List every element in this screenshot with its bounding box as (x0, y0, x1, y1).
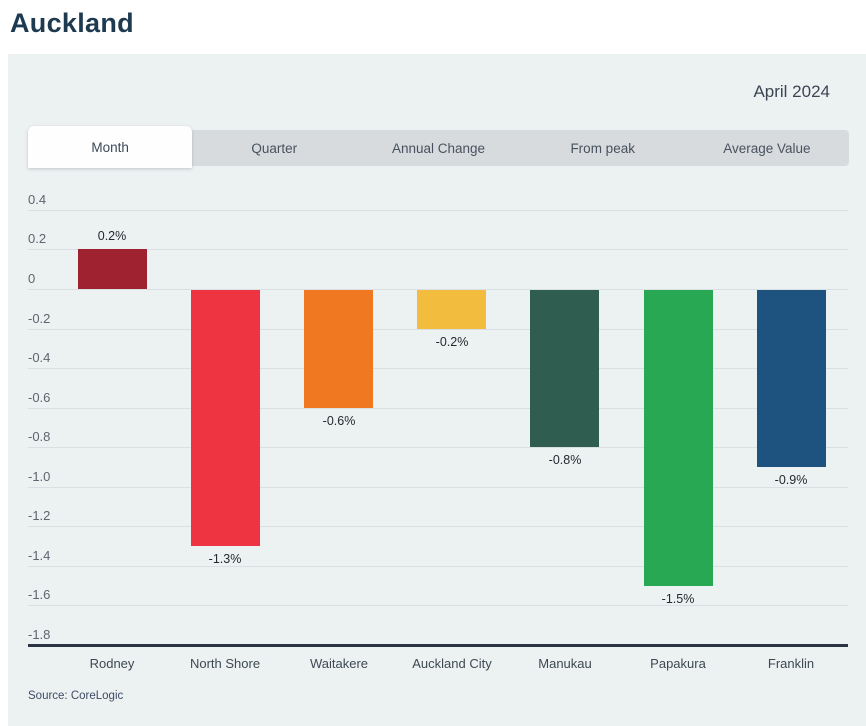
bar-value-label: -0.2% (435, 335, 469, 349)
tab-bar: Month Quarter Annual Change From peak Averag… (28, 126, 849, 168)
gridline (28, 249, 848, 250)
gridline (28, 526, 848, 527)
gridline (28, 487, 848, 488)
gridline (28, 368, 848, 369)
y-axis-tick-label: 0 (28, 271, 36, 286)
y-axis-tick-label: 0.2 (28, 231, 47, 246)
bar-value-label: 0.2% (97, 229, 127, 243)
bar-value-label: -1.5% (661, 592, 695, 606)
y-axis-tick-label: -0.4 (28, 350, 51, 365)
y-axis-tick-label: -1.4 (28, 548, 51, 563)
x-axis-category-label: Auckland City (412, 656, 492, 671)
gridline (28, 210, 848, 211)
x-axis-category-label: North Shore (189, 656, 261, 671)
gridline (28, 605, 848, 606)
y-axis-tick-label: -1.2 (28, 508, 51, 523)
gridline (28, 566, 848, 567)
bar-waitakere[interactable] (304, 290, 373, 408)
bar-value-label: -0.6% (322, 414, 356, 428)
y-axis-tick-label: -0.2 (28, 311, 51, 326)
bar-value-label: -0.8% (548, 453, 582, 467)
bar-north-shore[interactable] (191, 290, 260, 546)
tab-annual-change[interactable]: Annual Change (391, 140, 486, 156)
bar-auckland-city[interactable] (417, 290, 486, 329)
x-axis-category-label: Franklin (767, 656, 815, 671)
x-axis-category-label: Papakura (650, 656, 706, 671)
gridline (28, 408, 848, 409)
gridline (28, 289, 848, 290)
y-axis-tick-label: -0.8 (28, 429, 51, 444)
bar-value-label: -1.3% (208, 552, 242, 566)
y-axis-tick-label: -1.6 (28, 587, 51, 602)
x-axis-category-label: Manukau (538, 656, 592, 671)
x-axis-category-label: Rodney (89, 656, 135, 671)
bar-franklin[interactable] (757, 290, 826, 467)
tab-average-value[interactable]: Average Value (723, 140, 811, 156)
tab-from-peak[interactable]: From peak (570, 140, 635, 156)
y-axis-tick-label: -0.6 (28, 390, 51, 405)
y-axis-tick-label: -1.8 (28, 627, 51, 642)
gridline (28, 447, 848, 448)
bar-papakura[interactable] (644, 290, 713, 586)
page-title: Auckland (10, 8, 134, 38)
bar-manukau[interactable] (530, 290, 599, 447)
date-label: April 2024 (753, 82, 830, 101)
tab-month[interactable]: Month (28, 126, 193, 168)
x-axis-line (28, 644, 848, 647)
y-axis-tick-label: -1.0 (28, 469, 51, 484)
source-label: Source: CoreLogic (28, 690, 124, 702)
bar-value-label: -0.9% (774, 473, 808, 487)
bar-rodney[interactable] (78, 249, 147, 289)
y-axis-tick-label: 0.4 (28, 192, 47, 207)
gridline (28, 329, 848, 330)
tab-quarter[interactable]: Quarter (251, 140, 298, 156)
x-axis-category-label: Waitakere (309, 656, 369, 671)
